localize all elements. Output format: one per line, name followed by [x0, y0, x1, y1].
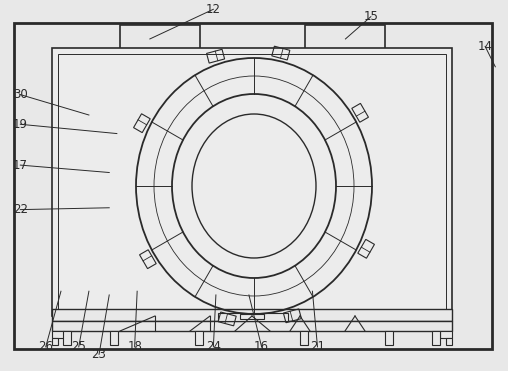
Bar [240, 314, 264, 319]
Text: 22: 22 [13, 203, 28, 216]
Bar [110, 331, 118, 345]
Text: 19: 19 [13, 118, 28, 131]
Bar [446, 338, 452, 345]
Bar [440, 331, 452, 338]
Bar [14, 23, 492, 349]
Bar [305, 25, 385, 49]
Bar [63, 331, 71, 345]
Text: 16: 16 [254, 340, 269, 354]
Text: 21: 21 [310, 340, 325, 354]
Text: 17: 17 [13, 158, 28, 172]
Bar [58, 54, 446, 310]
Bar [195, 331, 203, 345]
Bar [218, 313, 288, 321]
Text: 18: 18 [127, 340, 142, 354]
Text: 23: 23 [91, 348, 107, 361]
Text: 30: 30 [13, 88, 28, 101]
Text: 25: 25 [71, 340, 86, 354]
Text: 15: 15 [363, 10, 378, 23]
Bar [300, 331, 308, 345]
Text: 26: 26 [38, 340, 53, 354]
Bar [432, 331, 440, 345]
Bar [52, 338, 58, 345]
Bar [385, 331, 393, 345]
Bar [52, 331, 64, 338]
Text: 12: 12 [206, 3, 221, 16]
Bar [52, 48, 452, 316]
Text: 14: 14 [478, 40, 493, 53]
Bar [120, 25, 200, 49]
Bar [52, 309, 452, 321]
Text: 24: 24 [206, 340, 221, 354]
Bar [52, 321, 452, 331]
